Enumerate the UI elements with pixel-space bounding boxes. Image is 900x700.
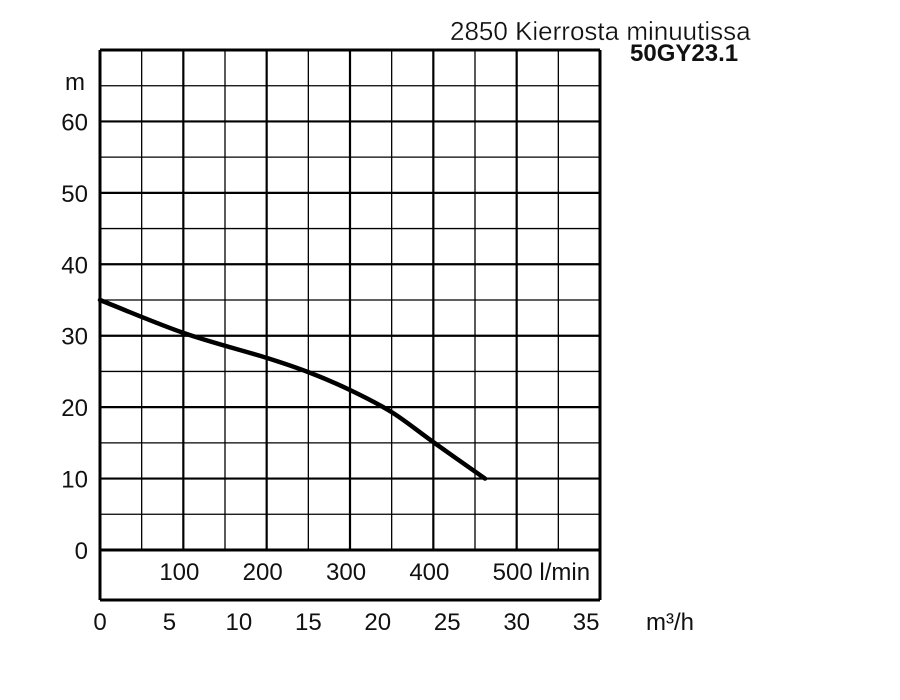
- y-tick-label: 40: [61, 252, 88, 279]
- y-tick-label: 30: [61, 324, 88, 351]
- x-tick-label-lmin: 200: [243, 559, 283, 586]
- labels: 0 10 20 30 40 50 60 100 200 300 400 500 l/min 0 5 10 15…: [61, 109, 599, 636]
- x-tick-label-m3h: 5: [163, 609, 176, 636]
- x-tick-label-m3h: 25: [434, 609, 461, 636]
- x-tick-label-m3h: 30: [503, 609, 530, 636]
- y-tick-label: 10: [61, 467, 88, 494]
- y-tick-label: 0: [75, 538, 88, 565]
- x-axis-label-m3h: m³/h: [646, 609, 694, 636]
- x-tick-label-lmin: 500 l/min: [493, 559, 590, 586]
- curve-layer: [97, 297, 488, 481]
- grid: [98, 48, 602, 602]
- y-tick-label: 60: [61, 109, 88, 136]
- x-tick-label-m3h: 10: [226, 609, 253, 636]
- y-tick-label: 50: [61, 181, 88, 208]
- x-tick-label-m3h: 0: [93, 609, 106, 636]
- x-tick-label-m3h: 15: [295, 609, 322, 636]
- x-tick-label-lmin: 400: [409, 559, 449, 586]
- chart-title: 2850 Kierrosta minuutissa: [450, 16, 751, 46]
- y-axis-label: m: [65, 69, 85, 96]
- x-tick-label-lmin: 300: [326, 559, 366, 586]
- pump-curve-line: [97, 297, 488, 481]
- x-tick-label-m3h: 35: [573, 609, 600, 636]
- y-tick-label: 20: [61, 395, 88, 422]
- x-tick-label-lmin: 100: [159, 559, 199, 586]
- x-tick-label-m3h: 20: [364, 609, 391, 636]
- chart-subtitle: 50GY23.1: [630, 40, 738, 67]
